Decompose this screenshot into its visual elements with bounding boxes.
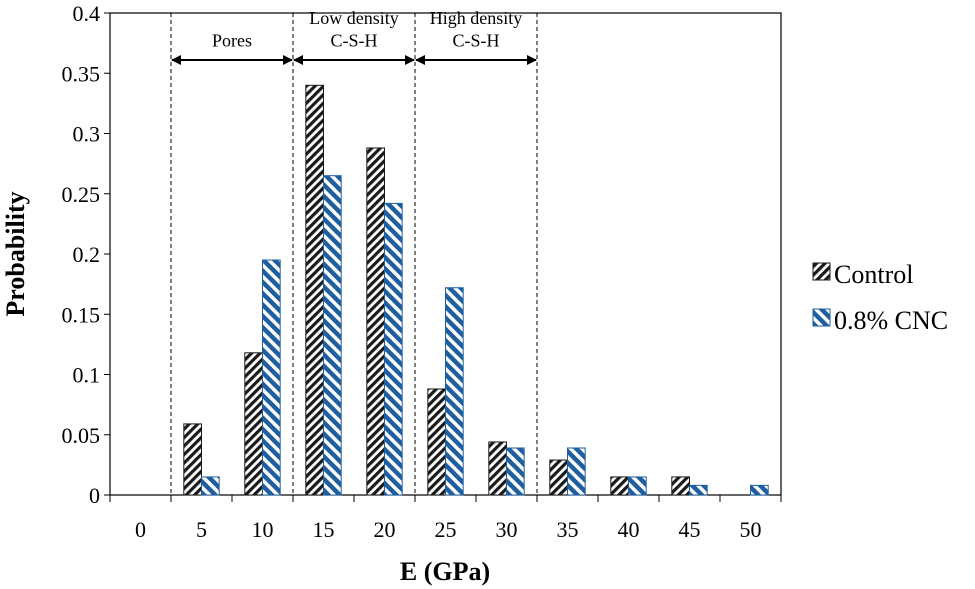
x-tick-label: 40 — [618, 517, 640, 542]
bar-control — [366, 147, 385, 496]
region-label: High density — [430, 8, 523, 28]
region-label: C-S-H — [330, 31, 377, 51]
legend: Control 0.8% CNC — [812, 260, 948, 335]
x-tick-label: 50 — [740, 517, 762, 542]
bar-cnc — [567, 447, 586, 496]
y-tick-label: 0.3 — [73, 122, 101, 147]
x-tick-label: 15 — [313, 517, 335, 542]
bar-control — [610, 476, 629, 496]
bar-cnc — [201, 476, 220, 496]
bar-cnc — [750, 484, 769, 496]
legend-swatch-cnc — [812, 308, 831, 327]
x-tick-label: 0 — [135, 517, 146, 542]
x-tick-label: 20 — [374, 517, 396, 542]
y-axis-title: Probability — [1, 191, 30, 316]
y-tick-label: 0.2 — [73, 242, 101, 267]
y-tick-label: 0.35 — [62, 61, 101, 86]
region-label: Low density — [309, 8, 399, 28]
legend-label-control: Control — [834, 260, 913, 289]
bar-cnc — [628, 476, 647, 496]
x-tick-label: 30 — [496, 517, 518, 542]
bar-control — [488, 441, 507, 496]
bar-control — [183, 423, 202, 496]
x-axis-title: E (GPa) — [400, 557, 490, 586]
x-tick-label: 25 — [435, 517, 457, 542]
y-tick-label: 0 — [89, 483, 100, 508]
legend-swatch-control — [812, 262, 831, 281]
bar-control — [244, 352, 263, 496]
bar-control — [671, 476, 690, 496]
bar-cnc — [445, 287, 464, 496]
region-label: Pores — [212, 31, 252, 51]
y-tick-label: 0.25 — [62, 182, 101, 207]
bar-cnc — [323, 175, 342, 496]
y-tick-label: 0.05 — [62, 423, 101, 448]
y-tick-label: 0.15 — [62, 302, 101, 327]
bar-cnc — [262, 259, 281, 496]
bar-cnc — [506, 447, 525, 496]
bar-cnc — [689, 484, 708, 496]
x-tick-label: 45 — [679, 517, 701, 542]
legend-label-cnc: 0.8% CNC — [834, 306, 948, 335]
bar-control — [427, 388, 446, 496]
x-tick-label: 5 — [196, 517, 207, 542]
region-label: C-S-H — [452, 31, 499, 51]
x-tick-label: 10 — [252, 517, 274, 542]
y-tick-label: 0.4 — [73, 1, 101, 26]
bar-control — [305, 84, 324, 496]
bar-control — [549, 459, 568, 496]
y-tick-label: 0.1 — [73, 363, 101, 388]
bar-cnc — [384, 202, 403, 496]
x-tick-label: 35 — [557, 517, 579, 542]
